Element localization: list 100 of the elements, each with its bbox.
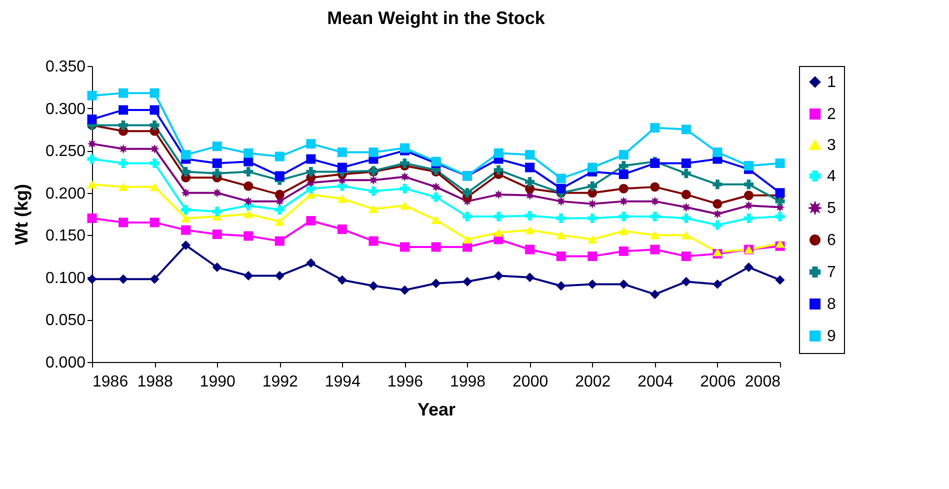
- point: [681, 202, 691, 212]
- point: [274, 218, 284, 226]
- point: [274, 171, 284, 181]
- point: [650, 290, 660, 300]
- point: [400, 158, 410, 168]
- point: [712, 199, 722, 209]
- point: [588, 279, 598, 289]
- point: [400, 143, 410, 153]
- legend-label: 4: [827, 168, 836, 185]
- point: [306, 216, 316, 226]
- point: [744, 180, 754, 190]
- point: [368, 148, 378, 158]
- point: [400, 201, 410, 210]
- point: [244, 196, 254, 206]
- point: [274, 205, 284, 215]
- point: [337, 148, 347, 158]
- point: [681, 252, 691, 262]
- point: [618, 246, 628, 256]
- point: [118, 88, 128, 98]
- point: [244, 181, 254, 191]
- point: [525, 150, 535, 160]
- point: [744, 161, 754, 171]
- point: [181, 150, 191, 160]
- y-tick-label: 0.350: [45, 58, 86, 76]
- point: [181, 240, 191, 250]
- point: [400, 184, 410, 194]
- point: [462, 276, 472, 286]
- point: [556, 184, 566, 194]
- x-tick-label: 1998: [450, 374, 486, 390]
- point: [744, 200, 754, 210]
- point: [337, 224, 347, 234]
- point: [681, 231, 691, 240]
- point: [212, 142, 222, 152]
- point: [650, 231, 660, 240]
- point: [150, 182, 160, 192]
- point: [494, 190, 504, 200]
- legend-label: 5: [827, 200, 836, 217]
- point: [118, 218, 128, 228]
- point: [368, 186, 378, 196]
- point: [431, 242, 441, 252]
- point: [118, 120, 128, 130]
- point: [462, 212, 472, 222]
- point: [181, 225, 191, 235]
- point: [87, 213, 97, 223]
- point: [150, 218, 160, 228]
- point: [212, 168, 222, 178]
- x-tick-label: 2000: [512, 374, 548, 390]
- point: [494, 165, 504, 175]
- x-tick-label: 2004: [638, 374, 674, 390]
- point: [494, 212, 504, 222]
- point: [87, 154, 97, 164]
- legend-label: 9: [827, 328, 836, 345]
- point: [744, 190, 754, 200]
- point: [181, 166, 191, 176]
- point: [525, 177, 535, 187]
- point: [618, 212, 628, 222]
- x-axis-title: Year: [417, 400, 456, 420]
- point: [400, 242, 410, 252]
- point: [431, 192, 441, 202]
- y-tick-label: 0.250: [45, 143, 86, 160]
- point: [274, 270, 284, 280]
- point: [775, 212, 785, 222]
- point: [618, 226, 628, 236]
- point: [150, 158, 160, 168]
- point: [181, 214, 191, 222]
- point: [337, 162, 347, 172]
- y-tick-label: 0.050: [45, 312, 86, 330]
- point: [274, 236, 284, 246]
- point: [681, 168, 691, 178]
- legend-label: 7: [827, 264, 836, 281]
- point: [368, 204, 378, 214]
- point: [118, 144, 128, 154]
- point: [306, 258, 316, 268]
- point: [681, 158, 691, 168]
- point: [775, 188, 785, 198]
- point: [244, 210, 254, 218]
- point: [775, 196, 785, 206]
- point: [306, 166, 316, 176]
- point: [618, 161, 628, 171]
- x-tick-label: 1986: [92, 374, 128, 390]
- y-axis-title: Wt (kg): [11, 184, 32, 245]
- point: [556, 252, 566, 262]
- point: [431, 182, 441, 192]
- point: [118, 182, 128, 192]
- point: [118, 274, 128, 284]
- point: [212, 206, 222, 216]
- point: [118, 158, 128, 168]
- point: [744, 262, 754, 272]
- legend-label: 1: [827, 74, 836, 91]
- x-tick-label: 1996: [387, 374, 424, 390]
- point: [525, 162, 535, 172]
- point: [337, 275, 347, 285]
- x-tick-label: 1992: [262, 374, 298, 390]
- point: [525, 226, 535, 234]
- point: [650, 122, 660, 132]
- x-tick-label: 1994: [324, 374, 361, 390]
- point: [244, 231, 254, 241]
- point: [525, 272, 535, 282]
- point: [118, 105, 128, 115]
- point: [181, 188, 191, 198]
